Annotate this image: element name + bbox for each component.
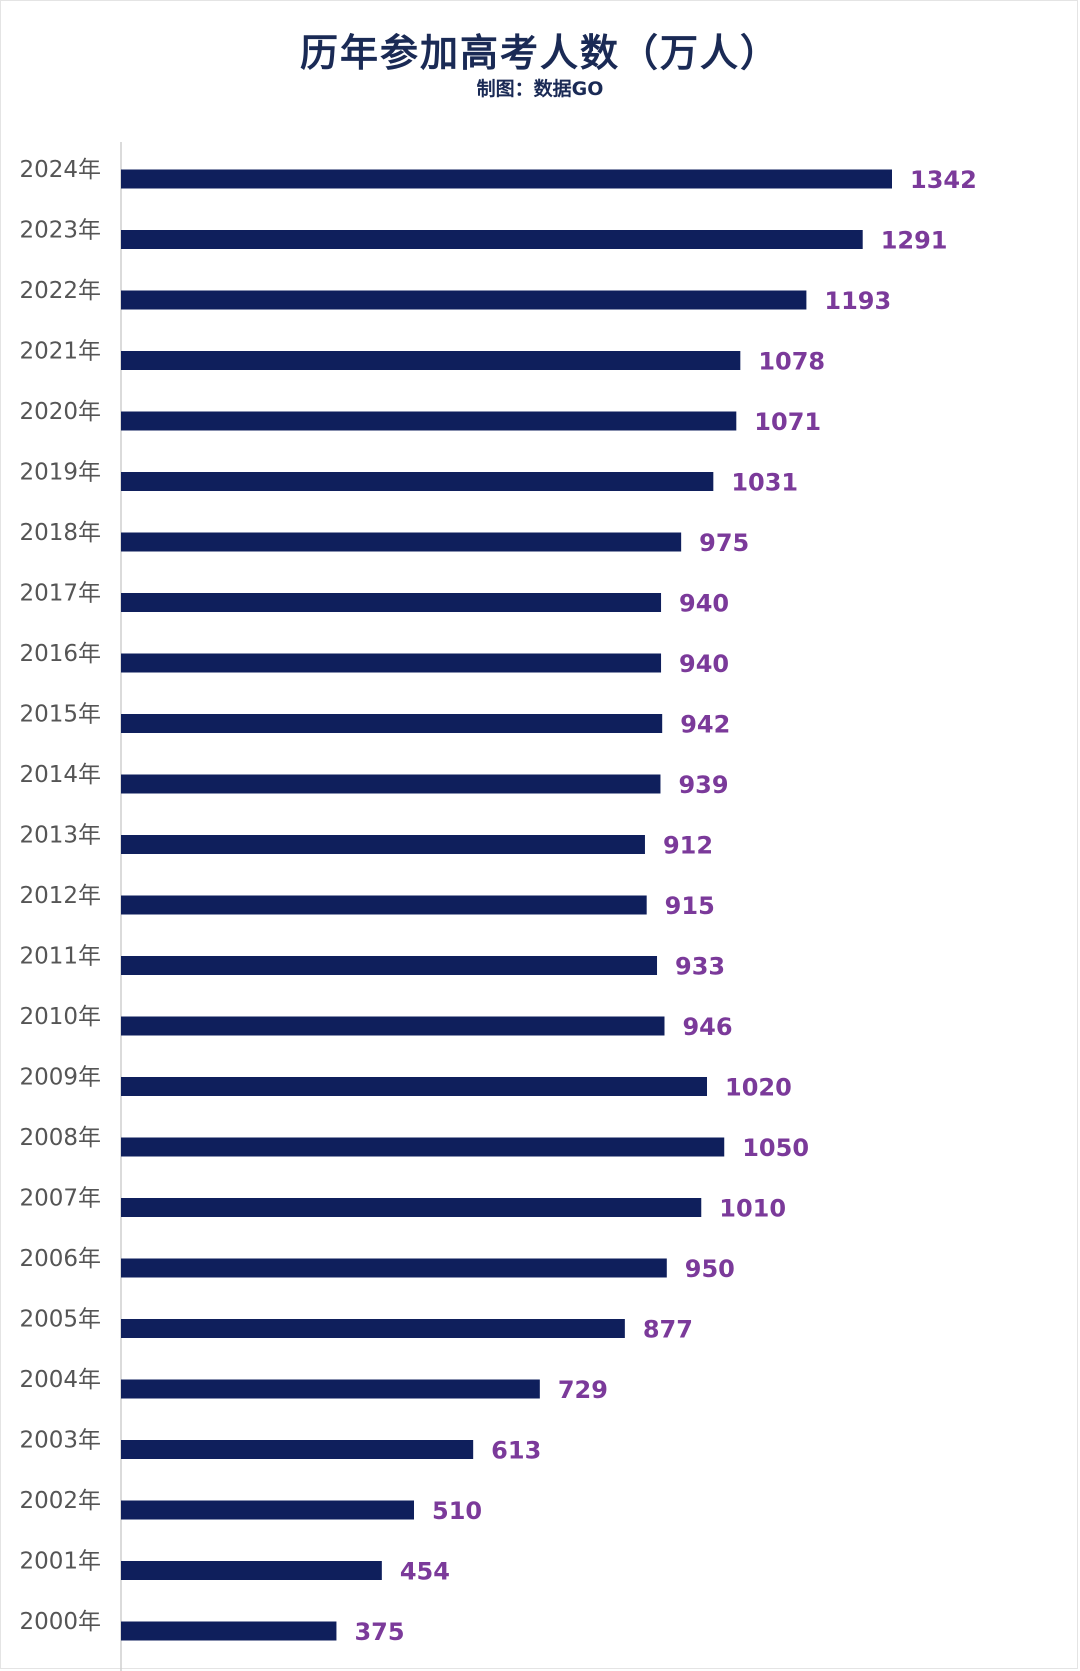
bar [121,290,807,310]
value-label: 940 [679,650,729,678]
year-label: 2014年 [19,762,101,788]
year-label: 2013年 [19,823,101,849]
bar [121,411,737,431]
year-label: 2003年 [19,1428,101,1454]
bar [121,351,741,370]
value-label: 1342 [910,166,977,194]
year-label: 2019年 [19,460,101,486]
value-label: 877 [643,1316,693,1344]
value-label: 1193 [824,287,891,315]
year-label: 2024年 [19,157,101,183]
bar [121,230,863,249]
bar [121,956,658,975]
bar [121,472,714,491]
year-label: 2022年 [19,278,101,304]
year-label: 2016年 [19,641,101,667]
value-label: 729 [558,1376,608,1404]
year-label: 2001年 [19,1549,101,1575]
value-label: 1020 [725,1074,792,1102]
value-label: 1031 [731,469,798,497]
value-label: 950 [685,1255,735,1283]
year-label: 2023年 [19,218,101,244]
year-label: 2009年 [19,1065,101,1091]
bar [121,1440,474,1459]
year-label: 2007年 [19,1186,101,1212]
year-label: 2000年 [19,1609,101,1635]
year-label: 2021年 [19,339,101,365]
value-label: 946 [682,1013,732,1041]
value-label: 1291 [881,227,948,255]
year-label: 2005年 [19,1307,101,1333]
value-label: 613 [491,1437,541,1465]
value-label: 912 [663,832,713,860]
bar [121,1077,708,1096]
bar [121,593,662,612]
bar [121,895,647,915]
value-label: 454 [400,1558,450,1586]
chart-title: 历年参加高考人数（万人） [299,31,780,75]
bar [121,169,892,189]
year-label: 2012年 [19,883,101,909]
value-label: 933 [675,953,725,981]
bar [121,1319,625,1338]
chart-subtitle: 制图：数据GO [476,78,604,100]
value-label: 939 [678,771,728,799]
bar [121,774,661,794]
value-label: 942 [680,711,730,739]
year-label: 2004年 [19,1367,101,1393]
bar [121,1621,337,1641]
bar [121,1500,415,1520]
year-label: 2010年 [19,1004,101,1030]
year-label: 2020年 [19,399,101,425]
bar [121,532,682,552]
year-label: 2017年 [19,581,101,607]
value-label: 1010 [719,1195,786,1223]
year-label: 2008年 [19,1125,101,1151]
value-label: 1071 [754,408,821,436]
bar [121,1258,667,1278]
value-label: 940 [679,590,729,618]
value-label: 1050 [742,1134,809,1162]
bars-group: 2024年 1342 2023年 1291 2022年 1193 2021年 1078 2020… [19,157,976,1646]
value-label: 975 [699,529,749,557]
bar [121,1561,382,1580]
bar [121,653,662,673]
year-label: 2018年 [19,520,101,546]
value-label: 915 [665,892,715,920]
bar [121,835,645,854]
bar [121,714,663,733]
year-label: 2006年 [19,1246,101,1272]
value-label: 510 [432,1497,482,1525]
bar [121,1198,702,1217]
value-label: 375 [354,1618,404,1646]
year-label: 2002年 [19,1488,101,1514]
year-label: 2015年 [19,702,101,728]
bar [121,1016,665,1036]
year-label: 2011年 [19,944,101,970]
bar [121,1137,725,1157]
value-label: 1078 [758,348,825,376]
bar [121,1379,540,1399]
